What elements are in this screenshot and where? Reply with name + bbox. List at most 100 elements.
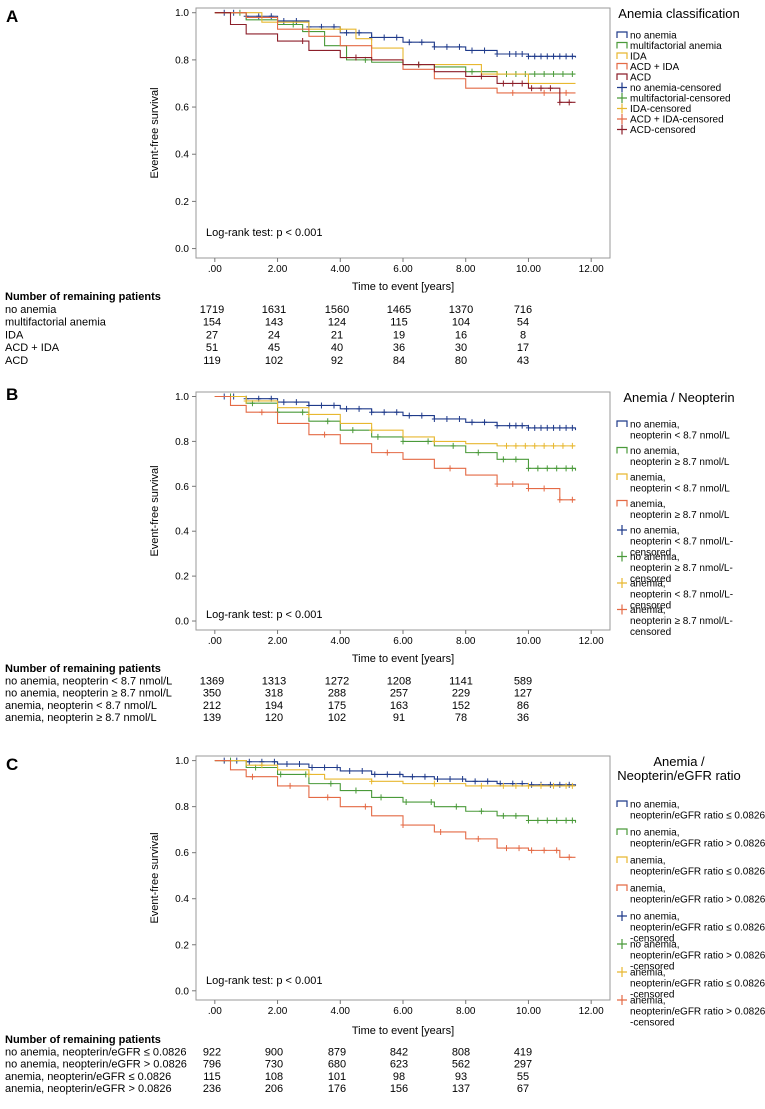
censor-mark (494, 422, 500, 429)
censor-mark (544, 424, 550, 431)
censor-mark (513, 50, 519, 57)
censor-mark (569, 496, 575, 503)
risk-table-cell: 175 (328, 700, 346, 712)
risk-table-row-label: no anemia, neopterin/eGFR > 0.0826 (5, 1059, 187, 1071)
risk-table-cell: 24 (268, 329, 280, 341)
censor-mark (322, 764, 328, 771)
censor-mark (331, 402, 337, 409)
survival-curve-4 (214, 12, 576, 94)
legend-swatch-line (616, 828, 628, 835)
legend-label: anemia, neopterin/eGFR ratio > 0.0826 -cen… (630, 996, 765, 1029)
legend-label-line: anemia, (630, 996, 666, 1007)
risk-table-cell: 124 (328, 317, 346, 329)
censor-mark (369, 427, 375, 434)
risk-table-cell: 1313 (262, 675, 286, 687)
y-tick-label: 0.6 (175, 103, 189, 114)
x-axis-title: Time to event [years] (352, 653, 454, 665)
censor-mark (394, 409, 400, 416)
legend-label: no anemia, neopterin < 8.7 nmol/L-censore… (630, 526, 733, 559)
censor-mark (438, 828, 444, 835)
legend-label-line: anemia, (630, 579, 666, 590)
legend-swatch-line (616, 31, 628, 38)
censor-mark (525, 782, 531, 789)
y-tick-label: 0.2 (175, 197, 189, 208)
risk-table-row-label: anemia, neopterin/eGFR ≤ 0.0826 (5, 1071, 171, 1083)
risk-table-cell: 115 (390, 317, 408, 329)
x-tick-label: 12.00 (579, 1006, 604, 1017)
panel-label: A (6, 7, 18, 26)
risk-table-row-label: no anemia (5, 304, 57, 316)
censor-mark (369, 778, 375, 785)
censor-mark (356, 29, 362, 36)
x-tick-label: 8.00 (456, 1006, 476, 1017)
legend-label-line: no anemia, (630, 446, 679, 457)
censor-mark (560, 442, 566, 449)
censor-mark (532, 71, 538, 78)
risk-table-cell: 19 (393, 329, 405, 341)
legend-label: ACD (630, 73, 651, 84)
censor-mark (256, 13, 262, 20)
censor-mark (569, 424, 575, 431)
risk-table-cell: 212 (203, 700, 221, 712)
censor-mark (384, 771, 390, 778)
legend-label-line: anemia, (630, 605, 666, 616)
risk-table-cell: 104 (452, 317, 470, 329)
y-tick-label: 0.8 (175, 55, 189, 66)
censor-mark (551, 782, 557, 789)
risk-table-cell: 1560 (325, 304, 349, 316)
risk-table-cell: 80 (455, 355, 467, 367)
panel-a: A 0.0 0.2 0.4 0.6 0.8 1.0 .00 2.00 4.00 6.00 8.00 10… (5, 6, 740, 367)
legend-swatch-censor (617, 911, 627, 921)
censor-mark (529, 85, 535, 92)
legend-label-line: anemia, (630, 884, 666, 895)
censor-mark (428, 799, 434, 806)
risk-table-cell: 120 (265, 712, 283, 724)
risk-table-row-label: anemia, neopterin < 8.7 nmol/L (5, 700, 157, 712)
x-tick-label: 12.00 (579, 636, 604, 647)
censor-mark (447, 776, 453, 783)
legend-label-line: neopterin < 8.7 nmol/L- (630, 590, 733, 601)
y-axis-title: Event-free survival (149, 832, 161, 923)
legend-label-line: IDA (630, 52, 647, 63)
censor-mark (541, 442, 547, 449)
risk-table-cell: 86 (517, 700, 529, 712)
legend-label-line: ACD (630, 73, 651, 84)
censor-mark (569, 782, 575, 789)
panel-b: B 0.0 0.2 0.4 0.6 0.8 1.0 .00 2.00 4.00 6.00 8.00 10… (5, 385, 735, 724)
censor-mark (494, 50, 500, 57)
censor-mark (547, 781, 553, 788)
x-tick-label: 10.00 (516, 1006, 541, 1017)
censor-mark (325, 794, 331, 801)
y-tick-label: 0.0 (175, 986, 189, 997)
legend-title-line: Anemia / Neopterin (623, 390, 734, 405)
legend-label-line: censored (630, 548, 671, 559)
legend-label-line: ACD + IDA (630, 62, 680, 73)
legend-swatch-censor (617, 82, 627, 93)
censor-mark (271, 758, 277, 765)
legend-swatch-censor (617, 939, 627, 949)
risk-table-cell: 101 (328, 1071, 346, 1083)
legend-label-line: no anemia, (630, 800, 679, 811)
risk-table-cell: 21 (331, 329, 343, 341)
legend-label-line: neopterin ≥ 8.7 nmol/L (630, 510, 730, 521)
censor-mark (362, 803, 368, 810)
censor-mark (337, 26, 343, 33)
censor-mark (322, 431, 328, 438)
censor-mark (525, 485, 531, 492)
censor-mark (259, 762, 265, 769)
risk-table-row-label: no anemia, neopterin < 8.7 nmol/L (5, 675, 172, 687)
censor-mark (334, 764, 340, 771)
risk-table-cell: 623 (390, 1059, 408, 1071)
censor-mark (551, 53, 557, 60)
risk-table-cell: 36 (517, 712, 529, 724)
censor-mark (297, 761, 302, 768)
censor-mark (325, 418, 331, 425)
censor-mark (344, 29, 350, 36)
risk-table-cell: 176 (328, 1083, 346, 1095)
y-tick-label: 0.8 (175, 802, 189, 813)
censor-mark (500, 812, 506, 819)
x-tick-label: 10.00 (516, 264, 541, 275)
censor-mark (447, 465, 453, 472)
legend-label-line: no anemia, (630, 552, 679, 563)
legend-swatch-line (616, 446, 628, 454)
